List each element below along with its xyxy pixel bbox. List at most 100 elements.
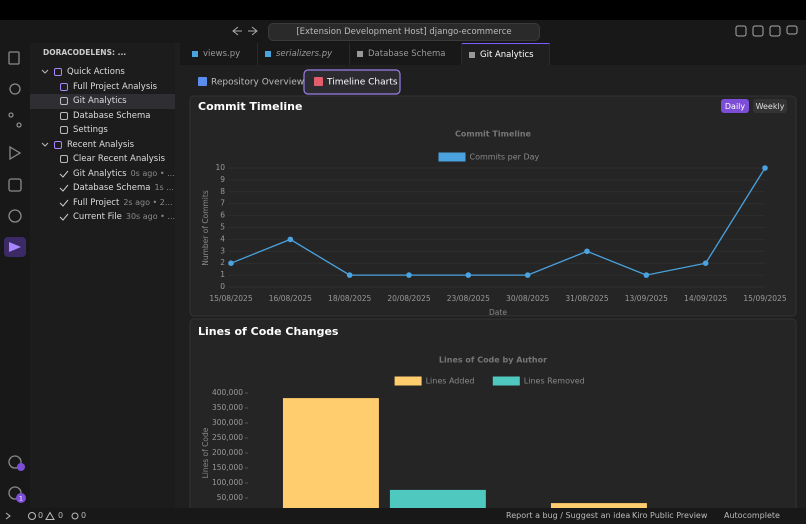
glyph [54,68,62,76]
tree-item[interactable]: Current File 30s ago • ... [30,210,175,225]
y-tick-label: 2 [220,258,225,267]
bar[interactable] [550,503,647,508]
card-title: Lines of Code Changes [198,325,339,338]
point[interactable] [584,248,590,255]
legend-label: Lines Removed [524,377,585,386]
legend-swatch [438,152,466,162]
x-tick-label: 31/08/2025 [565,294,608,303]
point[interactable] [643,272,650,278]
point[interactable] [287,236,294,243]
point[interactable] [524,272,531,278]
y-axis-label: Number of Commits [201,190,210,266]
view-tab[interactable]: Repository Overview [211,78,304,88]
point[interactable] [762,165,768,171]
explorer-icon[interactable] [8,51,20,65]
icon [41,142,49,147]
account-icon[interactable] [8,455,22,469]
warning-count[interactable]: 0 [58,511,64,520]
tree-section[interactable]: Recent Analysis [30,138,175,153]
chevron [41,142,49,147]
editor-tab[interactable]: Git Analytics [462,43,550,65]
run-icon[interactable] [9,145,22,161]
status-icons [5,511,79,520]
tree-item[interactable]: Git Analytics [30,94,175,109]
remote-icon[interactable] [5,512,11,520]
tree-section[interactable]: Quick Actions [30,65,175,80]
item-label: Git Analytics [73,96,127,106]
tree-item[interactable]: Git Analytics 0s ago • ... [30,167,175,182]
section-label: Recent Analysis [67,139,135,150]
active-view-tab[interactable] [303,69,401,95]
x-tick-label: 15/08/2025 [209,294,252,303]
y-tick-label: 0 [220,282,225,291]
item-description: 1s ... [154,183,174,192]
point[interactable] [406,272,412,278]
weekly-button[interactable] [753,99,787,113]
card-button[interactable]: Weekly [756,102,785,111]
y-tick-label: 300,000 [212,418,243,427]
check [59,184,69,192]
tree-item[interactable]: Database Schema 1s ... [30,181,175,196]
tree-item[interactable]: Database Schema [30,109,175,124]
icon [60,111,68,120]
item-label: Current File [73,212,122,222]
icon [59,170,69,178]
point[interactable] [702,260,709,267]
glyph [469,52,475,58]
point[interactable] [465,272,472,278]
tree-item[interactable]: Clear Recent Analysis [30,152,175,167]
ports-count[interactable]: 0 [81,511,87,520]
status-item[interactable]: Kiro Public Preview [632,511,708,520]
glyph [357,51,363,57]
error-count[interactable]: 0 [38,511,44,520]
tree-item[interactable]: Settings [30,123,175,138]
bar[interactable] [389,489,486,508]
layout-controls[interactable] [735,25,801,37]
check [59,170,69,178]
glyph [60,97,68,105]
search-icon[interactable] [9,83,21,95]
editor-tabs: views.py serializers.py Database Schema Git… [180,43,806,65]
legend-swatch [492,376,520,386]
sidebar-title: DORACODELENS: ... [43,48,127,57]
editor-tab[interactable]: views.py [185,43,258,65]
card [189,318,797,508]
glyph [54,140,62,149]
tree-item[interactable]: Full Project Analysis [30,80,175,95]
status-item[interactable]: Autocomplete [724,511,780,520]
extensions-icon[interactable] [8,178,22,192]
glyph [60,111,68,120]
tab-icon [314,77,323,86]
scm-icon[interactable] [8,112,14,118]
item-label: Database Schema [73,183,151,193]
item-label: Settings [73,125,108,135]
warning-icon [45,511,55,520]
view-tab[interactable]: Timeline Charts [326,78,398,88]
daily-button[interactable] [721,99,749,113]
item-label: Database Schema [73,110,151,121]
legend-label: Lines Added [426,377,475,386]
editor-tab[interactable]: serializers.py [258,43,350,65]
icon [41,69,49,74]
tree-item[interactable]: Full Project 2s ago • 2... [30,196,175,211]
editor-tab[interactable]: Database Schema [350,43,462,65]
nav-arrows[interactable] [228,24,264,38]
section-label: Quick Actions [67,67,125,77]
status-item[interactable]: Report a bug / Suggest an idea [506,511,631,520]
point[interactable] [346,272,353,278]
kiro-icon[interactable] [8,209,22,223]
item-text: Git Analytics 0s ago • ... [73,167,175,182]
glyph [192,51,198,57]
item-text: Clear Recent Analysis [73,152,165,167]
legend-swatch [394,376,422,386]
bar[interactable] [282,398,379,508]
icon [59,184,69,192]
y-tick-label: 4 [220,234,225,243]
point[interactable] [228,260,234,267]
icon [59,213,69,221]
command-center[interactable]: [Extension Development Host] django-ecom… [268,23,540,41]
item-description: 2s ago • 2... [123,197,173,207]
card-button[interactable]: Daily [725,102,746,111]
item-description: 0s ago • ... [130,168,175,178]
